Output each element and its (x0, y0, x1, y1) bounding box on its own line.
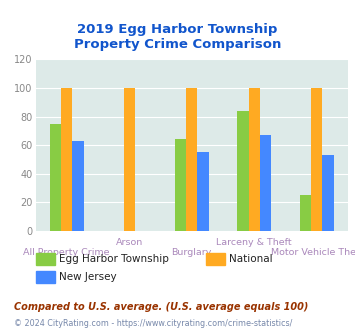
Text: © 2024 CityRating.com - https://www.cityrating.com/crime-statistics/: © 2024 CityRating.com - https://www.city… (14, 319, 293, 328)
Text: Egg Harbor Township: Egg Harbor Township (59, 254, 169, 264)
Bar (237, 111, 248, 231)
Text: New Jersey: New Jersey (59, 272, 116, 282)
Bar (50, 124, 61, 231)
Text: National: National (229, 254, 273, 264)
Bar (197, 152, 209, 231)
Bar (124, 88, 135, 231)
Bar (175, 140, 186, 231)
Bar (248, 88, 260, 231)
Bar (300, 195, 311, 231)
Text: Larceny & Theft: Larceny & Theft (216, 238, 292, 247)
Text: All Property Crime: All Property Crime (23, 248, 110, 257)
Bar (61, 88, 72, 231)
Bar (260, 135, 271, 231)
Bar (72, 141, 84, 231)
Bar (322, 155, 334, 231)
Bar (186, 88, 197, 231)
Text: Arson: Arson (116, 238, 143, 247)
Bar (311, 88, 322, 231)
Text: 2019 Egg Harbor Township
Property Crime Comparison: 2019 Egg Harbor Township Property Crime … (74, 23, 281, 51)
Text: Burglary: Burglary (171, 248, 212, 257)
Text: Compared to U.S. average. (U.S. average equals 100): Compared to U.S. average. (U.S. average … (14, 302, 308, 312)
Text: Motor Vehicle Theft: Motor Vehicle Theft (271, 248, 355, 257)
